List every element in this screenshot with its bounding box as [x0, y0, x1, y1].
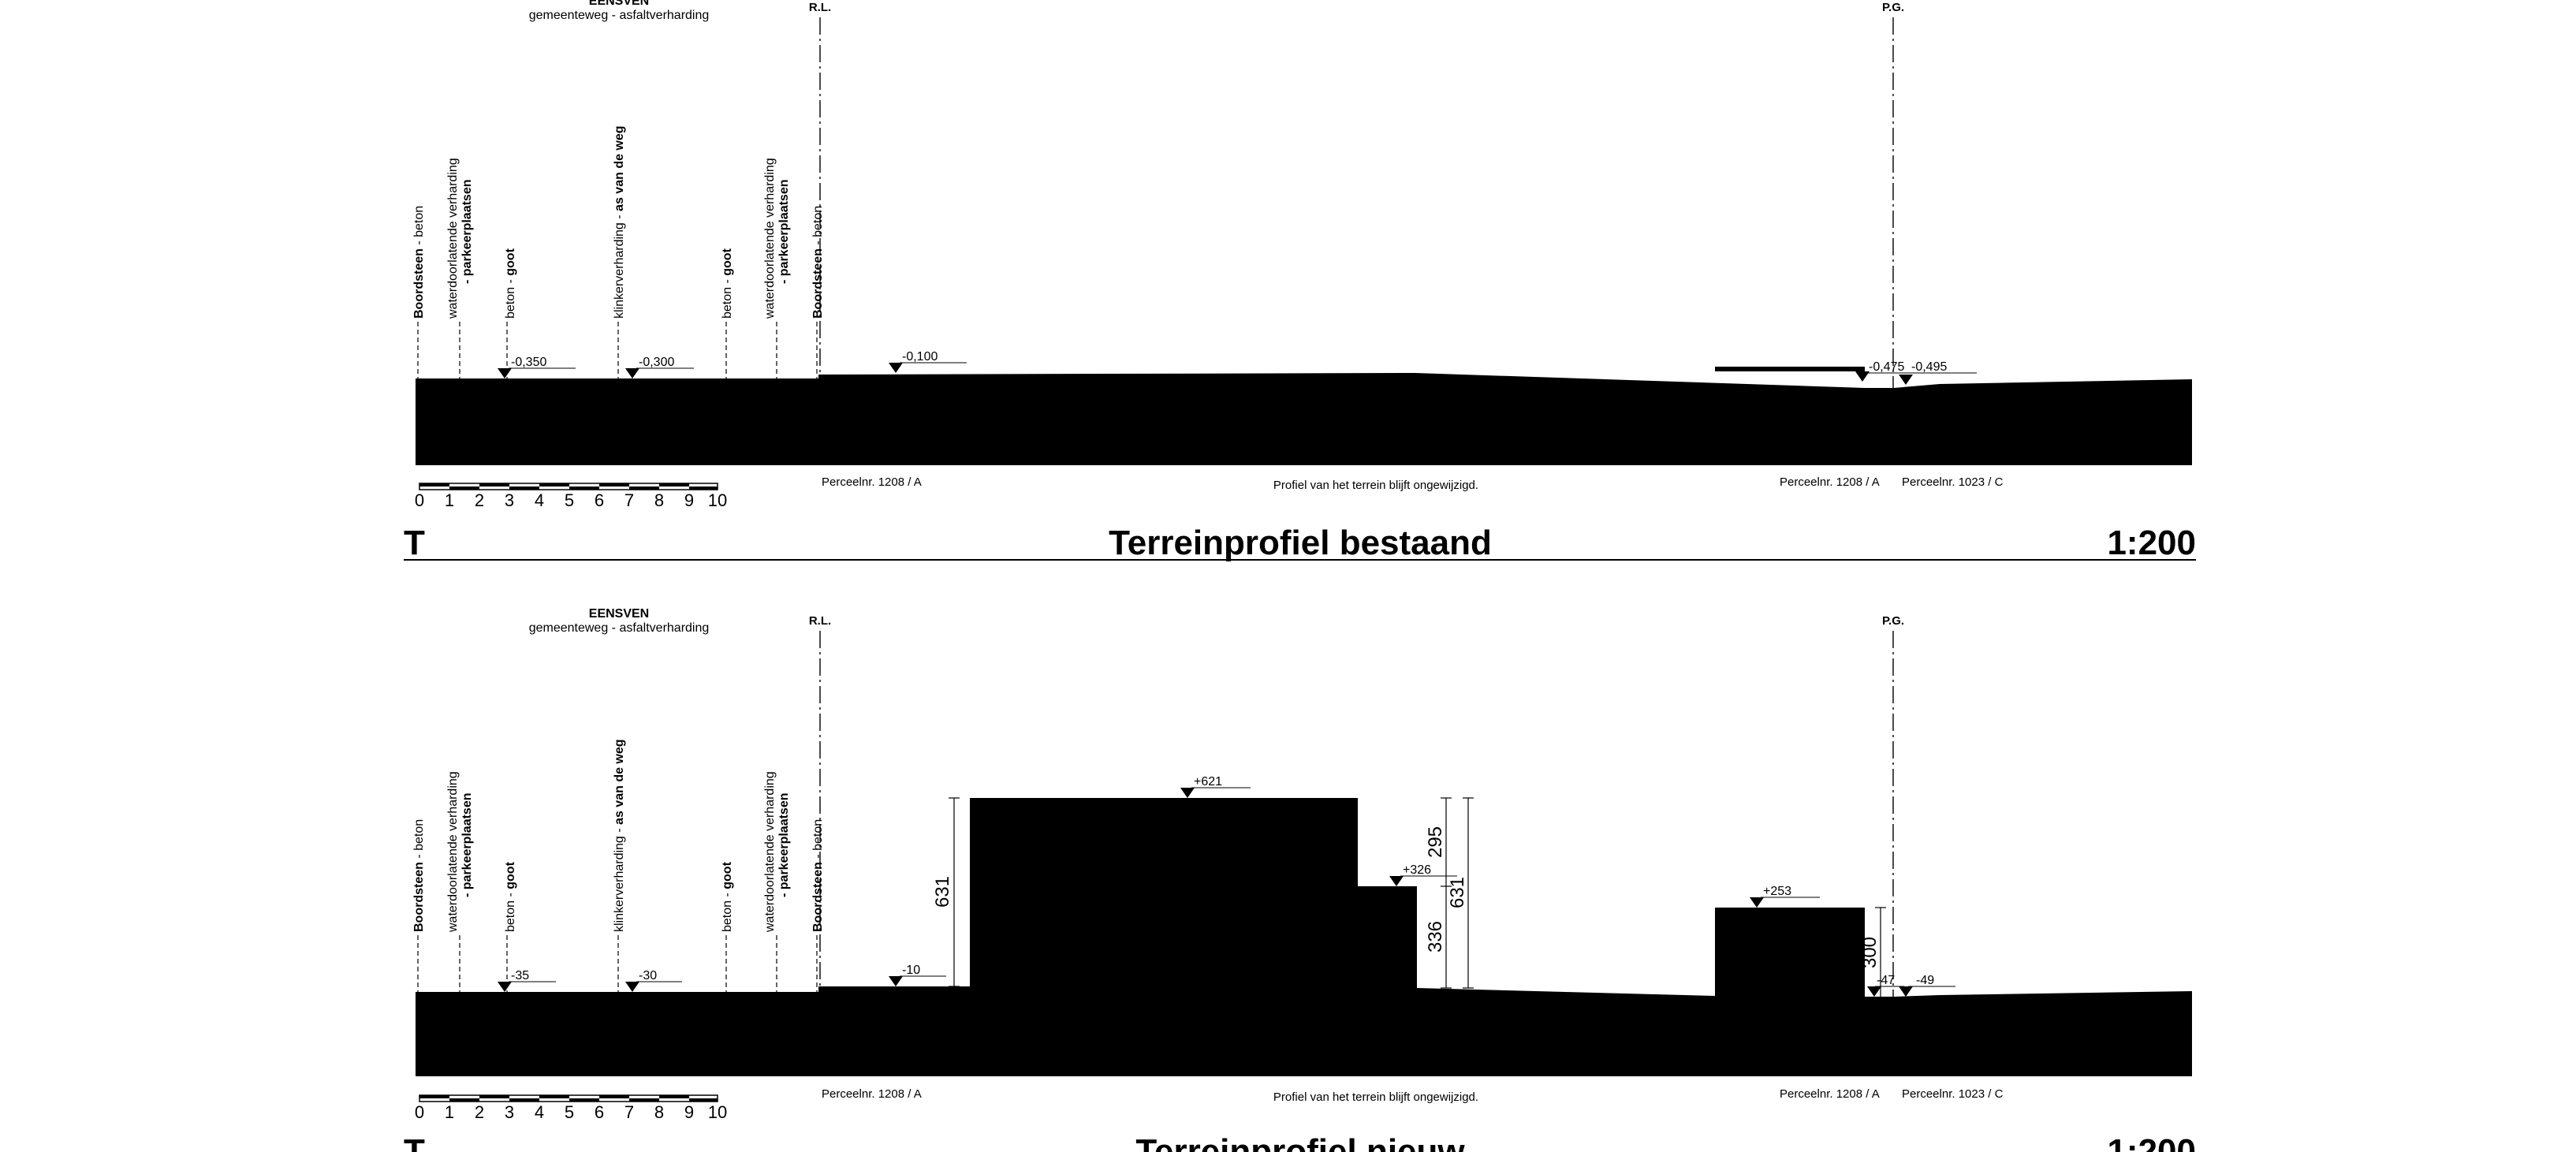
svg-text:2: 2 [475, 1102, 484, 1122]
svg-text:9: 9 [684, 490, 694, 510]
label-waterdoorlatend-right-2: - parkeerplaatsen [777, 792, 791, 897]
svg-text:0: 0 [415, 1102, 424, 1122]
svg-text:-0,495: -0,495 [1911, 360, 1947, 374]
parcel-label-3: Perceelnr. 1023 / C [1902, 1087, 2004, 1101]
rl-label: R.L. [809, 614, 831, 628]
svg-text:10: 10 [708, 490, 727, 510]
svg-text:-0,100: -0,100 [902, 350, 938, 363]
parcel-label-2: Perceelnr. 1208 / A [1780, 475, 1880, 489]
scale-bar: 0 1 2 3 4 5 6 7 8 9 10 [415, 483, 727, 510]
svg-text:8: 8 [654, 1102, 664, 1122]
label-waterdoorlatend-right-2: - parkeerplaatsen [777, 179, 791, 284]
label-boordsteen-left: Boordsteen - beton [412, 819, 426, 932]
svg-text:5: 5 [565, 1102, 574, 1122]
scale-bar: 0 1 2 3 4 5 6 7 8 9 10 [415, 1095, 727, 1122]
svg-text:-0,350: -0,350 [511, 356, 546, 369]
dim-336: 336 [1425, 921, 1446, 953]
section-scale: 1:200 [2107, 1132, 2196, 1152]
svg-text:7: 7 [624, 490, 634, 510]
label-waterdoorlatend-right-1: waterdoorlatende verharding [763, 158, 777, 319]
street-name: EENSVEN [589, 607, 649, 621]
label-waterdoorlatend-left-2: - parkeerplaatsen [460, 792, 474, 897]
pg-label: P.G. [1882, 1, 1904, 14]
svg-text:-47: -47 [1877, 974, 1895, 987]
section-existing: EENSVEN gemeenteweg - asfaltverharding R… [404, 0, 2196, 562]
label-waterdoorlatend-left-2: - parkeerplaatsen [460, 179, 474, 284]
dim-631-left: 631 [932, 876, 953, 908]
dim-295: 295 [1425, 826, 1446, 858]
parcel-label-2: Perceelnr. 1208 / A [1780, 1087, 1880, 1101]
label-goot-right: beton - goot [721, 861, 734, 932]
svg-text:-10: -10 [902, 964, 920, 977]
svg-text:4: 4 [535, 490, 544, 510]
svg-text:-0,300: -0,300 [639, 356, 674, 369]
parcel-label-3: Perceelnr. 1023 / C [1902, 475, 2004, 489]
svg-text:-0,475: -0,475 [1869, 360, 1904, 374]
svg-text:+621: +621 [1194, 775, 1222, 789]
svg-text:3: 3 [505, 1102, 514, 1122]
svg-text:-49: -49 [1916, 974, 1934, 987]
ground-profile [416, 373, 2192, 465]
section-title: Terreinprofiel nieuw [1135, 1132, 1465, 1152]
leader-lines [418, 322, 817, 378]
parcel-label-1: Perceelnr. 1208 / A [822, 475, 922, 489]
svg-text:3: 3 [505, 490, 514, 510]
svg-text:8: 8 [654, 490, 664, 510]
section-letter: T [404, 524, 425, 562]
svg-text:6: 6 [595, 490, 604, 510]
section-new: EENSVEN gemeenteweg - asfaltverharding R… [404, 607, 2196, 1152]
rl-label: R.L. [809, 1, 831, 14]
svg-text:2: 2 [475, 490, 484, 510]
svg-text:4: 4 [535, 1102, 544, 1122]
section-scale: 1:200 [2107, 524, 2196, 562]
svg-text:6: 6 [595, 1102, 604, 1122]
label-boordsteen-left: Boordsteen - beton [412, 206, 426, 319]
section-letter: T [404, 1132, 425, 1152]
svg-text:1: 1 [445, 490, 454, 510]
label-waterdoorlatend-left-1: waterdoorlatende verharding [446, 158, 460, 319]
svg-text:10: 10 [708, 1102, 727, 1122]
label-as-van-de-weg: klinkerverharding - as van de weg [613, 125, 626, 319]
label-boordsteen-right: Boordsteen - beton [811, 206, 825, 319]
section-title: Terreinprofiel bestaand [1109, 524, 1492, 562]
svg-text:9: 9 [684, 1102, 694, 1122]
ground-profile-new [416, 798, 2192, 1076]
label-boordsteen-right: Boordsteen - beton [811, 819, 825, 932]
label-goot-left: beton - goot [504, 861, 517, 932]
parcel-label-1: Perceelnr. 1208 / A [822, 1087, 922, 1101]
svg-text:-35: -35 [511, 969, 529, 982]
svg-text:0: 0 [415, 490, 424, 510]
label-waterdoorlatend-left-1: waterdoorlatende verharding [446, 771, 460, 933]
street-description: gemeenteweg - asfaltverharding [529, 9, 710, 22]
leader-lines [418, 935, 817, 992]
svg-text:+326: +326 [1403, 863, 1431, 877]
label-as-van-de-weg: klinkerverharding - as van de weg [613, 739, 626, 932]
svg-text:+253: +253 [1763, 885, 1791, 898]
existing-element [1715, 367, 1865, 371]
dim-300: 300 [1859, 937, 1881, 968]
street-name: EENSVEN [589, 0, 649, 8]
parcel-note: Profiel van het terrein blijft ongewijzi… [1273, 1090, 1478, 1104]
pg-label: P.G. [1882, 614, 1904, 628]
dim-631-right: 631 [1447, 877, 1468, 908]
label-waterdoorlatend-right-1: waterdoorlatende verharding [763, 771, 777, 933]
parcel-note: Profiel van het terrein blijft ongewijzi… [1273, 479, 1478, 492]
svg-text:5: 5 [565, 490, 574, 510]
svg-text:7: 7 [624, 1102, 634, 1122]
label-goot-left: beton - goot [504, 248, 517, 319]
svg-text:-30: -30 [639, 969, 657, 982]
svg-text:1: 1 [445, 1102, 454, 1122]
label-goot-right: beton - goot [721, 248, 734, 319]
street-description: gemeenteweg - asfaltverharding [529, 621, 710, 635]
